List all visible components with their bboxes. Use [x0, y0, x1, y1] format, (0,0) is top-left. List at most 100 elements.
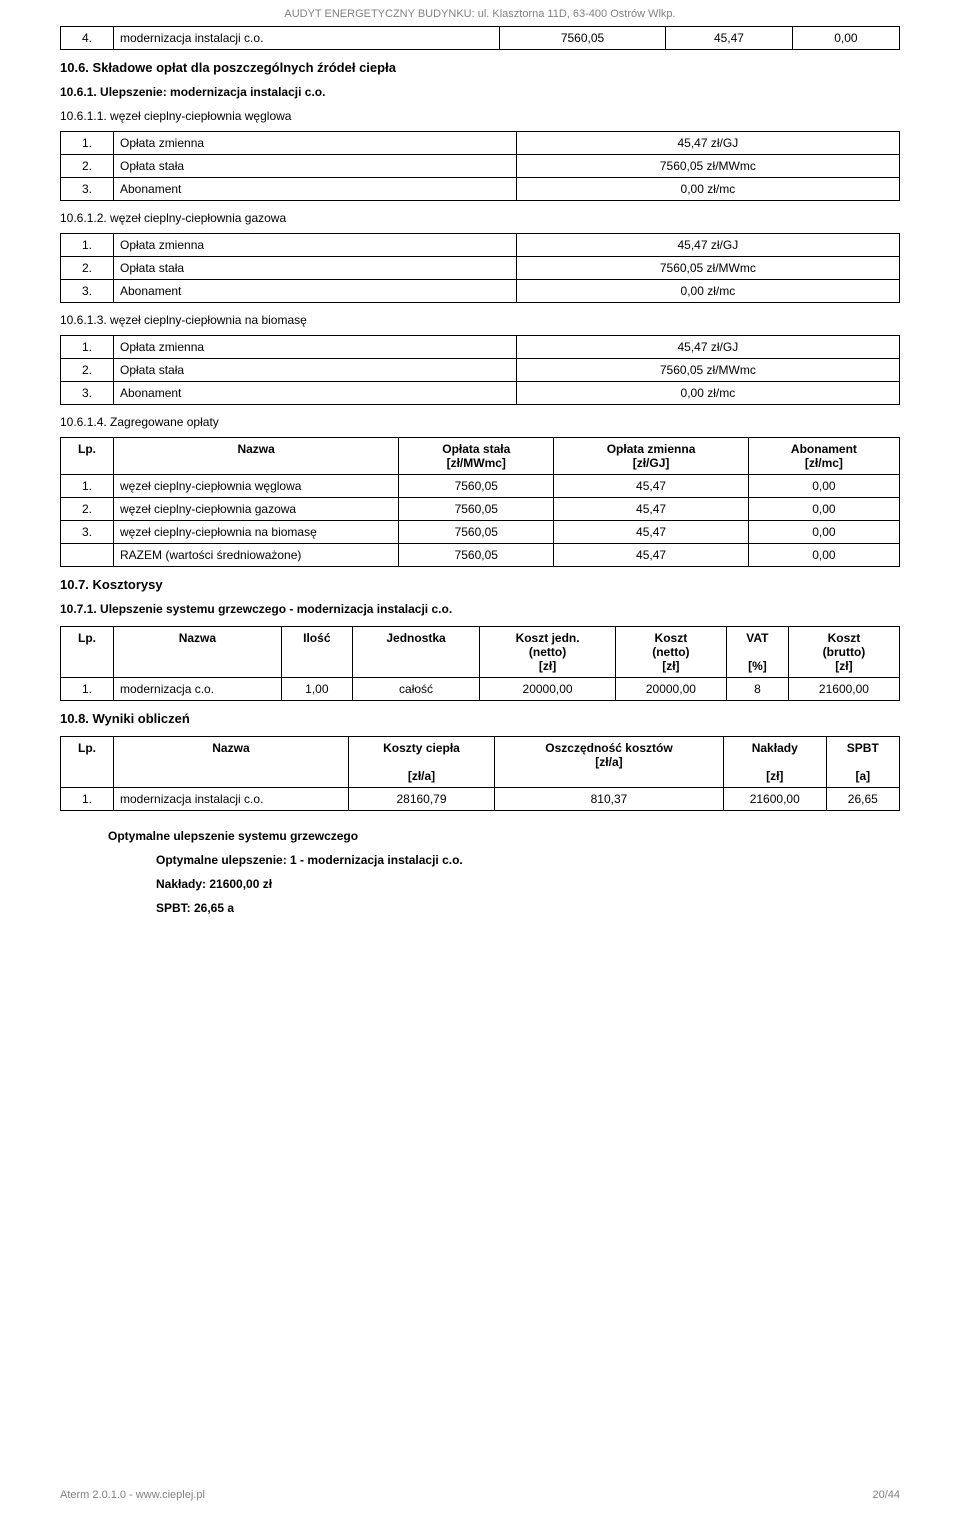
cell-name: węzeł cieplny-ciepłownia gazowa — [114, 498, 399, 521]
text: [zł] — [766, 769, 783, 783]
cell-num: 3. — [61, 178, 114, 201]
table-row: 3. węzeł cieplny-ciepłownia na biomasę 7… — [61, 521, 900, 544]
cell-val: 7560,05 — [399, 475, 554, 498]
table-row: 2. węzeł cieplny-ciepłownia gazowa 7560,… — [61, 498, 900, 521]
text: [zł] — [662, 659, 679, 673]
table-results: Lp. Nazwa Koszty ciepła [zł/a] Oszczędno… — [60, 736, 900, 811]
cell-name: modernizacja instalacji c.o. — [114, 788, 349, 811]
optimal-title: Optymalne ulepszenie systemu grzewczego — [60, 829, 900, 843]
cell-unit: całość — [352, 678, 479, 701]
col-lp: Lp. — [61, 438, 114, 475]
text: [zł] — [539, 659, 556, 673]
cell-num: 1. — [61, 234, 114, 257]
table-row: 4. modernizacja instalacji c.o. 7560,05 … — [61, 27, 900, 50]
page-footer: Aterm 2.0.1.0 - www.cieplej.pl 20/44 — [60, 1489, 900, 1501]
table-prev-continuation: 4. modernizacja instalacji c.o. 7560,05 … — [60, 26, 900, 50]
table-row: RAZEM (wartości średnioważone) 7560,05 4… — [61, 544, 900, 567]
optimal-spbt: SPBT: 26,65 a — [60, 901, 900, 915]
cell-val: 20000,00 — [615, 678, 726, 701]
table-fees-biomasa: 1. Opłata zmienna 45,47 zł/GJ 2. Opłata … — [60, 335, 900, 405]
optimal-line: Optymalne ulepszenie: 1 - modernizacja i… — [60, 853, 900, 867]
col-gross: Koszt (brutto) [zł] — [788, 627, 899, 678]
cell-label: Opłata zmienna — [114, 336, 517, 359]
cell-num: 1. — [61, 678, 114, 701]
text: [%] — [748, 659, 767, 673]
col-name: Nazwa — [114, 627, 282, 678]
col-abon: Abonament [zł/mc] — [748, 438, 899, 475]
cell-val: 45,47 — [554, 521, 749, 544]
cell-val: 45,47 — [554, 498, 749, 521]
table-row: 1. Opłata zmienna 45,47 zł/GJ — [61, 336, 900, 359]
text: VAT — [746, 631, 768, 645]
table-header-row: Lp. Nazwa Koszty ciepła [zł/a] Oszczędno… — [61, 737, 900, 788]
text: [zł/a] — [595, 755, 622, 769]
cell-label: Abonament — [114, 382, 517, 405]
table-row: 1. węzeł cieplny-ciepłownia węglowa 7560… — [61, 475, 900, 498]
col-naklady: Nakłady [zł] — [723, 737, 826, 788]
cell-val: 0,00 — [748, 521, 899, 544]
cell-val: 8 — [726, 678, 788, 701]
heading-10-6-1: 10.6.1. Ulepszenie: modernizacja instala… — [60, 85, 900, 99]
cell-label: Opłata zmienna — [114, 234, 517, 257]
text: (brutto) — [823, 645, 866, 659]
table-row: 3. Abonament 0,00 zł/mc — [61, 280, 900, 303]
table-row: 1. modernizacja instalacji c.o. 28160,79… — [61, 788, 900, 811]
cell-name: węzeł cieplny-ciepłownia węglowa — [114, 475, 399, 498]
cell-val: 28160,79 — [348, 788, 494, 811]
cell-val: 0,00 — [792, 27, 899, 50]
text: Koszt — [828, 631, 861, 645]
cell-val: 7560,05 — [399, 544, 554, 567]
cell-name: węzeł cieplny-ciepłownia na biomasę — [114, 521, 399, 544]
table-cost-estimate: Lp. Nazwa Ilość Jednostka Koszt jedn. (n… — [60, 626, 900, 701]
cell-val: 7560,05 — [399, 498, 554, 521]
col-koszty: Koszty ciepła [zł/a] — [348, 737, 494, 788]
text: [zł/GJ] — [633, 456, 670, 470]
table-row: 3. Abonament 0,00 zł/mc — [61, 178, 900, 201]
col-name: Nazwa — [114, 737, 349, 788]
cell-qty: 1,00 — [281, 678, 352, 701]
table-aggregated-fees: Lp. Nazwa Opłata stała [zł/MWmc] Opłata … — [60, 437, 900, 567]
heading-10-6-1-2: 10.6.1.2. węzeł cieplny-ciepłownia gazow… — [60, 211, 900, 225]
cell-name: modernizacja instalacji c.o. — [114, 27, 500, 50]
table-row: 2. Opłata stała 7560,05 zł/MWmc — [61, 359, 900, 382]
cell-label: Abonament — [114, 280, 517, 303]
text: [zł] — [835, 659, 852, 673]
table-row: 3. Abonament 0,00 zł/mc — [61, 382, 900, 405]
cell-label: Opłata stała — [114, 359, 517, 382]
text: Nakłady — [752, 741, 798, 755]
cell-val: 20000,00 — [480, 678, 616, 701]
cell-val: 45,47 — [666, 27, 793, 50]
table-row: 1. Opłata zmienna 45,47 zł/GJ — [61, 132, 900, 155]
cell-label: Opłata stała — [114, 155, 517, 178]
table-fees-gazowa: 1. Opłata zmienna 45,47 zł/GJ 2. Opłata … — [60, 233, 900, 303]
cell-val: 26,65 — [826, 788, 899, 811]
footer-page-number: 20/44 — [872, 1489, 900, 1501]
col-qty: Ilość — [281, 627, 352, 678]
col-unit: Jednostka — [352, 627, 479, 678]
col-unitcost: Koszt jedn. (netto) [zł] — [480, 627, 616, 678]
col-lp: Lp. — [61, 737, 114, 788]
col-spbt: SPBT [a] — [826, 737, 899, 788]
cell-num: 3. — [61, 382, 114, 405]
col-vat: VAT [%] — [726, 627, 788, 678]
text: SPBT — [847, 741, 879, 755]
cell-label: Abonament — [114, 178, 517, 201]
col-stala: Opłata stała [zł/MWmc] — [399, 438, 554, 475]
cell-val: 0,00 zł/mc — [516, 382, 899, 405]
col-oszcz: Oszczędność kosztów [zł/a] — [495, 737, 724, 788]
text: (netto) — [652, 645, 689, 659]
table-fees-weglowa: 1. Opłata zmienna 45,47 zł/GJ 2. Opłata … — [60, 131, 900, 201]
text: [zł/MWmc] — [447, 456, 506, 470]
text: [a] — [855, 769, 870, 783]
cell-val: 0,00 zł/mc — [516, 178, 899, 201]
table-header-row: Lp. Nazwa Opłata stała [zł/MWmc] Opłata … — [61, 438, 900, 475]
text: Abonament — [791, 442, 857, 456]
cell-val: 7560,05 — [399, 521, 554, 544]
text: (netto) — [529, 645, 566, 659]
cell-val: 0,00 zł/mc — [516, 280, 899, 303]
cell-num: 1. — [61, 475, 114, 498]
cell-val: 45,47 zł/GJ — [516, 132, 899, 155]
cell-num: 4. — [61, 27, 114, 50]
cell-num: 3. — [61, 521, 114, 544]
col-net: Koszt (netto) [zł] — [615, 627, 726, 678]
